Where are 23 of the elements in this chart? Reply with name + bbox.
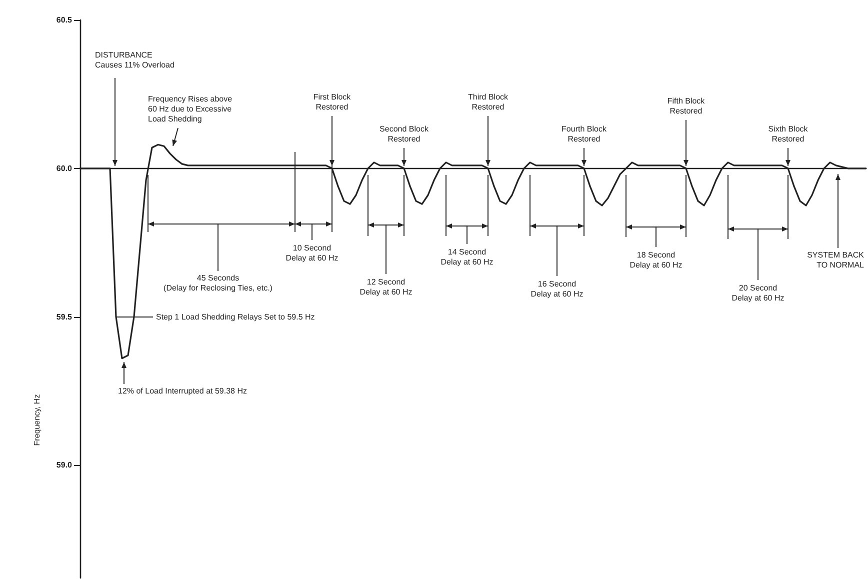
annotation: Second Block Restored (380, 124, 430, 144)
annotation: Frequency Rises above 60 Hz due to Excessive Load Shedding (148, 94, 233, 124)
annotation: Third Block Restored (468, 92, 510, 112)
annotation: 12 Second Delay at 60 Hz (360, 278, 412, 296)
annotation: 16 Second Delay at 60 Hz (530, 280, 584, 298)
annotation: 14 Second Delay at 60 Hz (440, 248, 494, 266)
annotation: Fourth Block Restored (562, 124, 608, 144)
annotation: Fifth Block Restored (667, 96, 706, 116)
annotation: DISTURBANCE Causes 11% Overload (95, 50, 174, 70)
annotation: 10 Second Delay at 60 Hz (286, 244, 338, 262)
annotation: Sixth Block Restored (768, 124, 809, 144)
annotation: 20 Second Delay at 60 Hz (732, 284, 784, 302)
annotation: SYSTEM BACK TO NORMAL (807, 250, 865, 270)
annotation: 12% of Load Interrupted at 59.38 Hz (118, 386, 247, 396)
y-axis-title: Frequency, Hz (32, 394, 42, 446)
y-tick-label: 59.5 (56, 312, 73, 322)
y-tick-label: 60.5 (56, 16, 73, 24)
annotation: 18 Second Delay at 60 Hz (630, 250, 682, 270)
annotation: 45 Seconds (Delay for Reclosing Ties, etc.) (164, 274, 273, 292)
y-tick-label: 60.0 (56, 164, 73, 173)
annotation: Step 1 Load Shedding Relays Set to 59.5 Hz (156, 312, 315, 322)
y-tick-label: 59.0 (56, 460, 73, 470)
annotation: First Block Restored (313, 92, 352, 112)
